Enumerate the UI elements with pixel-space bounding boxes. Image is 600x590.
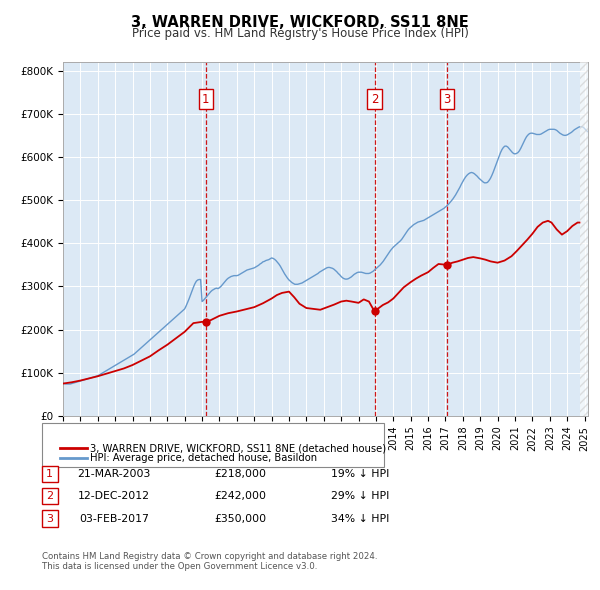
Text: 34% ↓ HPI: 34% ↓ HPI <box>331 514 389 523</box>
Text: 3: 3 <box>46 514 53 523</box>
Text: 2: 2 <box>371 93 378 106</box>
Text: Price paid vs. HM Land Registry's House Price Index (HPI): Price paid vs. HM Land Registry's House … <box>131 27 469 40</box>
Text: 3, WARREN DRIVE, WICKFORD, SS11 8NE (detached house): 3, WARREN DRIVE, WICKFORD, SS11 8NE (det… <box>90 444 386 453</box>
Text: 21-MAR-2003: 21-MAR-2003 <box>77 469 151 478</box>
Text: 3, WARREN DRIVE, WICKFORD, SS11 8NE: 3, WARREN DRIVE, WICKFORD, SS11 8NE <box>131 15 469 30</box>
Text: 2: 2 <box>46 491 53 501</box>
Text: 03-FEB-2017: 03-FEB-2017 <box>79 514 149 523</box>
Text: 19% ↓ HPI: 19% ↓ HPI <box>331 469 389 478</box>
Text: 1: 1 <box>202 93 209 106</box>
Text: 1: 1 <box>46 469 53 478</box>
Text: Contains HM Land Registry data © Crown copyright and database right 2024.
This d: Contains HM Land Registry data © Crown c… <box>42 552 377 571</box>
Text: HPI: Average price, detached house, Basildon: HPI: Average price, detached house, Basi… <box>90 454 317 463</box>
Text: £242,000: £242,000 <box>214 491 266 501</box>
Text: 3: 3 <box>443 93 451 106</box>
Text: 12-DEC-2012: 12-DEC-2012 <box>78 491 150 501</box>
Text: £218,000: £218,000 <box>214 469 266 478</box>
Text: 29% ↓ HPI: 29% ↓ HPI <box>331 491 389 501</box>
Text: £350,000: £350,000 <box>214 514 266 523</box>
